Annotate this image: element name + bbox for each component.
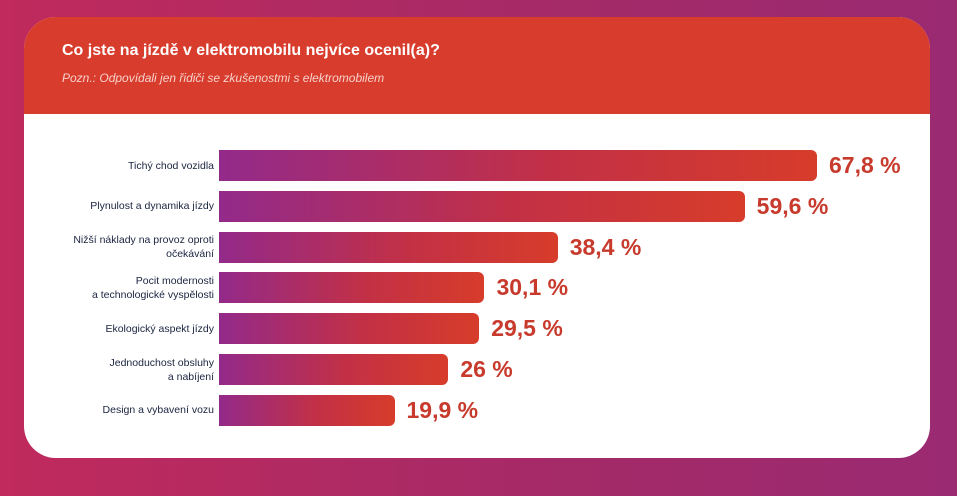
bar [219, 272, 485, 304]
bar [219, 394, 395, 426]
bar-label-line: Jednoduchost obsluhy [109, 356, 215, 369]
bar-value-label: 38,4 % [569, 233, 642, 260]
bar-value-label: 59,6 % [756, 192, 829, 219]
bar-label: Design a vybavení vozu [14, 403, 214, 417]
bar-value-label: 26 % [460, 356, 513, 382]
bar-label: Pocit modernosti a technologické vyspělos… [14, 274, 214, 302]
bar-label: Plynulost a dynamika jízdy [14, 199, 214, 213]
bar [219, 190, 745, 222]
bar-label-line: a technologické vyspělosti [92, 288, 214, 301]
bar-label-line: Ekologický aspekt jízdy [105, 322, 214, 335]
bar-value-label: 67,8 % [828, 152, 901, 178]
bar-label-line: Pocit modernosti [135, 274, 214, 287]
chart-header: Co jste na jízdě v elektromobilu nejvíce… [24, 17, 930, 114]
bar-label-line: Nižší náklady na provoz oproti [73, 234, 214, 247]
bar-label: Nižší náklady na provoz oproti očekávání [14, 233, 214, 261]
chart-title: Co jste na jízdě v elektromobilu nejvíce… [62, 42, 440, 59]
bar-value-label: 30,1 % [496, 274, 569, 301]
bar-value-label: 29,5 % [491, 315, 563, 342]
bar-label-line: Tichý chod vozidla [128, 159, 214, 172]
bar-value-label: 19,9 % [406, 396, 479, 423]
bar [219, 313, 480, 345]
bar [219, 231, 558, 263]
chart-subtitle: Pozn.: Odpovídali jen řidiči se zkušenos… [62, 71, 385, 85]
bar [219, 150, 817, 181]
bar-label-line: Plynulost a dynamika jízdy [90, 200, 214, 213]
bar-label: Jednoduchost obsluhy a nabíjení [14, 356, 215, 384]
bar-label-line: očekávání [166, 248, 214, 261]
bar-label: Tichý chod vozidla [14, 159, 214, 173]
bar-label-line: Design a vybavení vozu [102, 404, 214, 417]
chart-card: Co jste na jízdě v elektromobilu nejvíce… [24, 17, 930, 458]
bar-label-line: a nabíjení [167, 370, 214, 383]
bar [219, 354, 449, 385]
bar-label: Ekologický aspekt jízdy [14, 322, 214, 336]
